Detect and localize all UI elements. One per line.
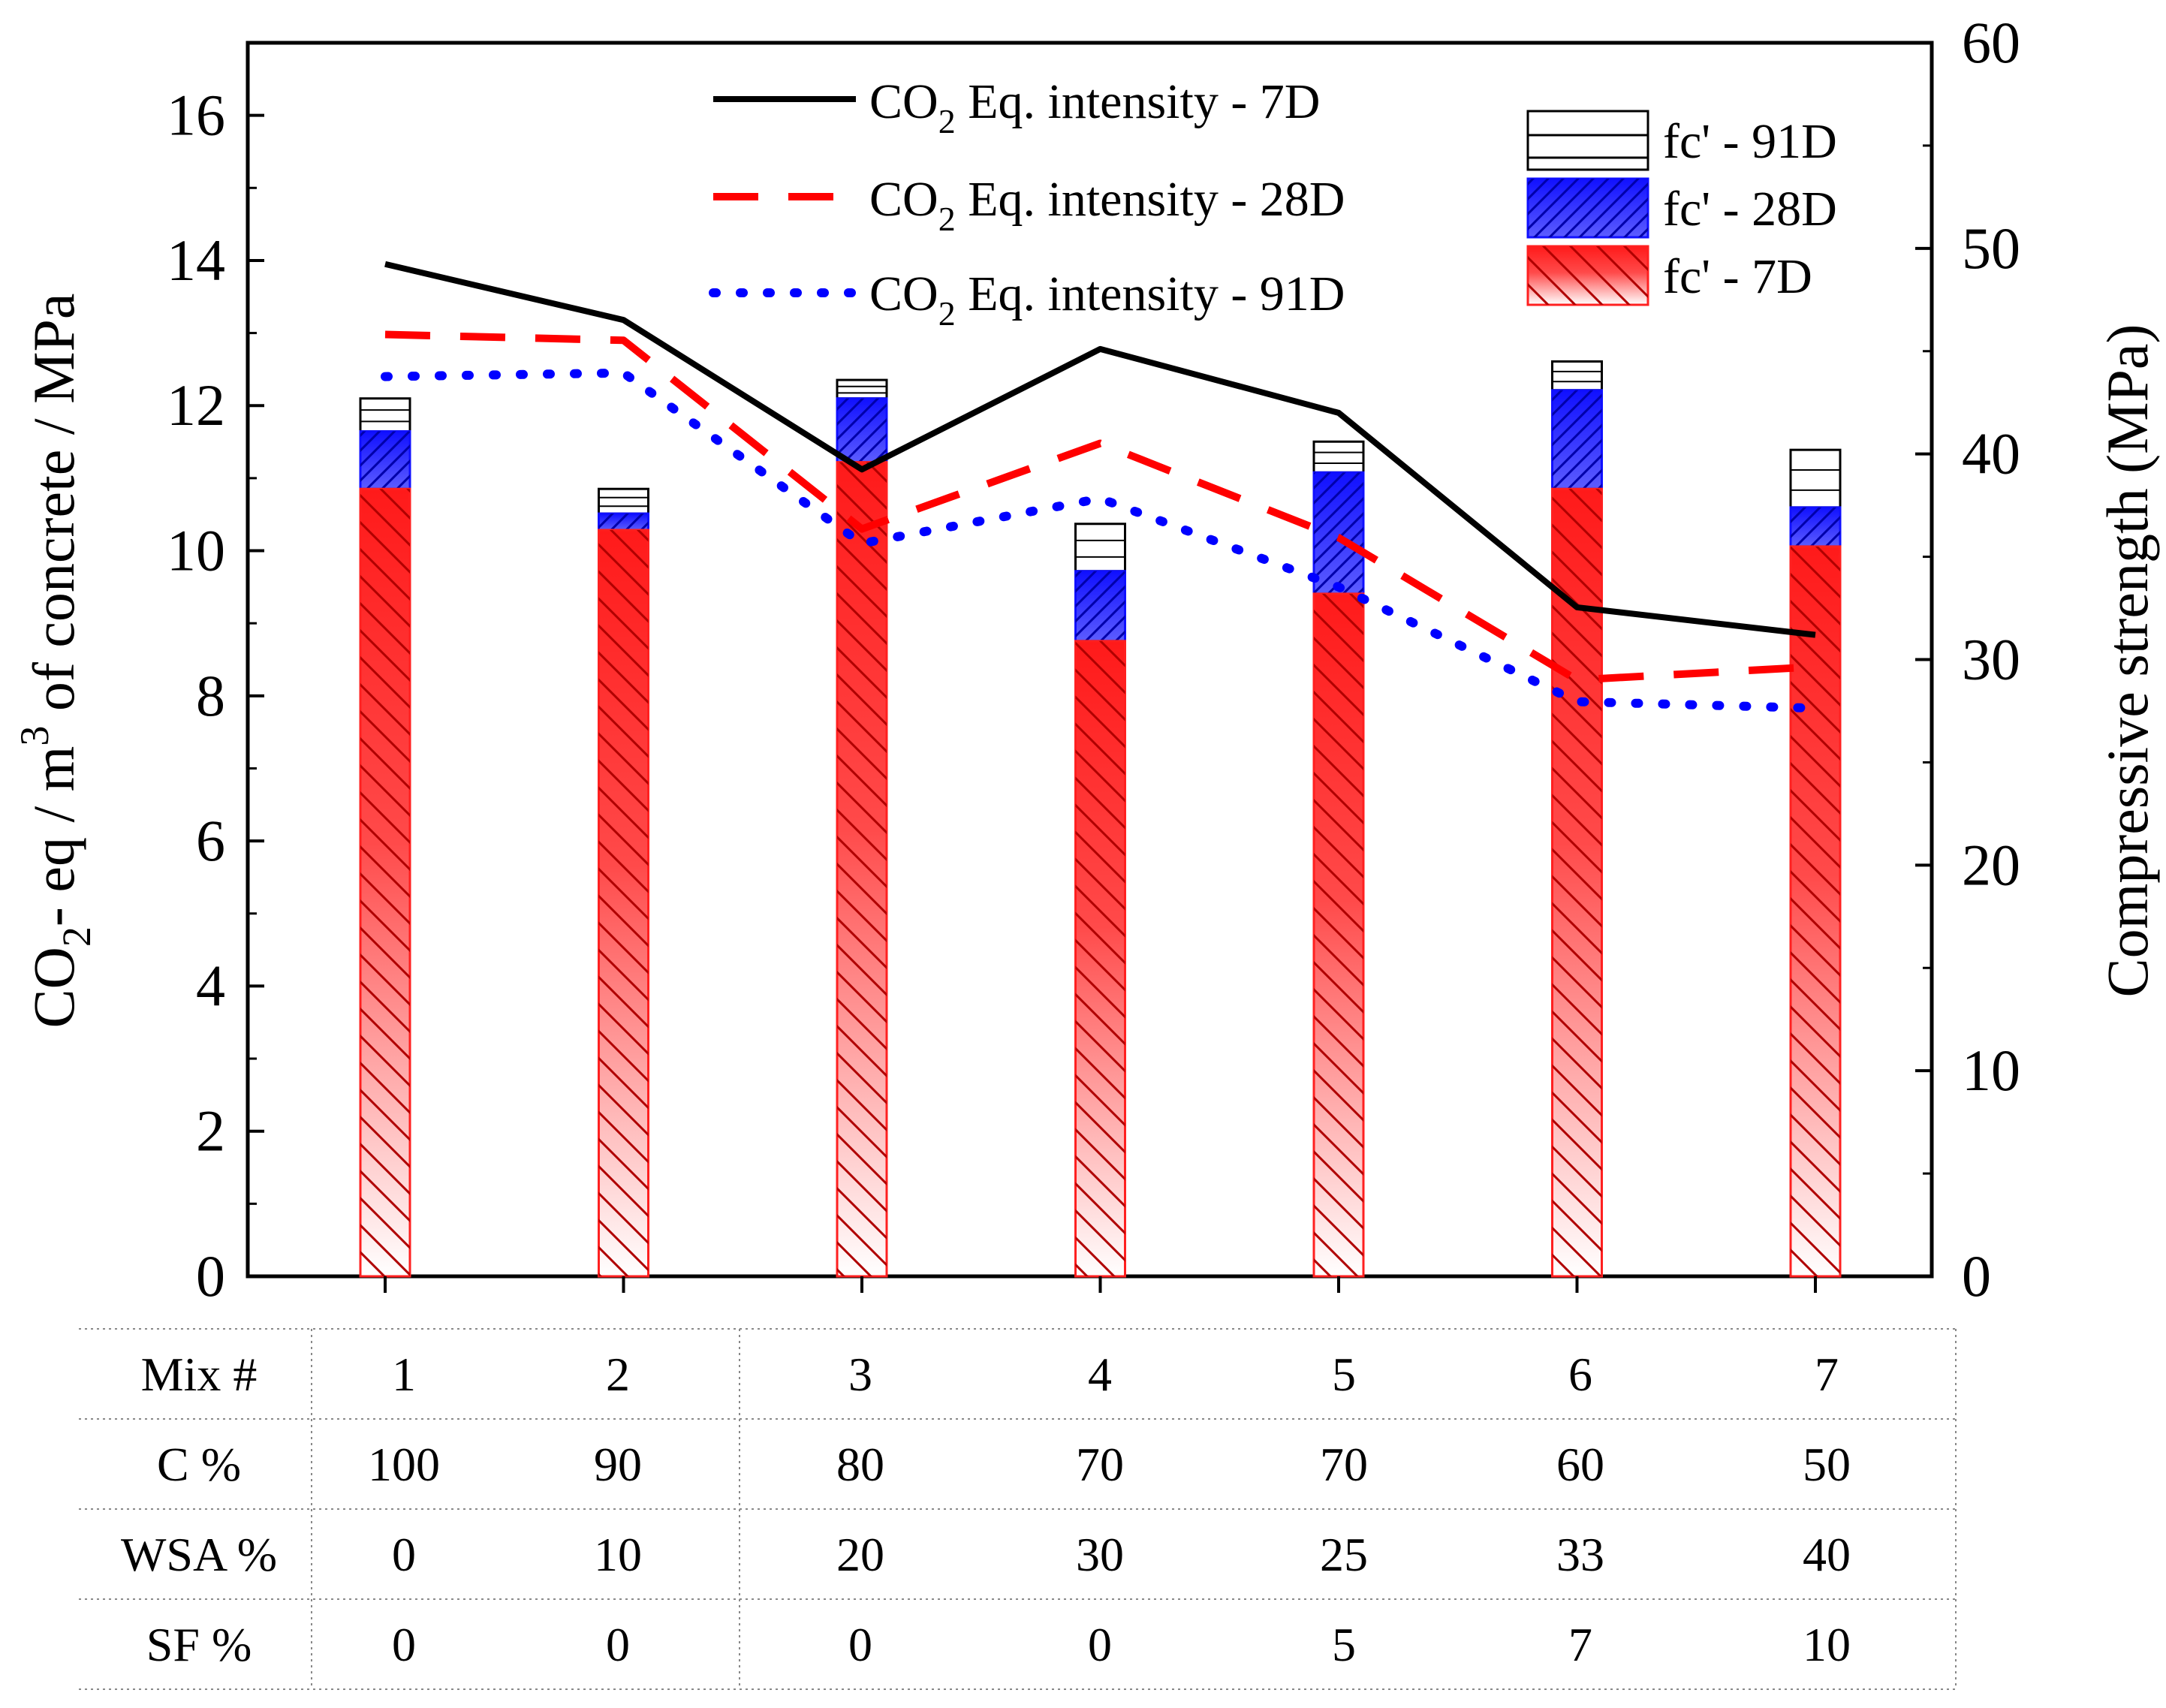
table-header: SF % xyxy=(146,1618,252,1671)
table-cell: 60 xyxy=(1556,1438,1604,1491)
axes-layer: 0 2 4 6 8 10 12 14 16 0 10 20 30 40 50 60 xyxy=(167,10,2020,1309)
table-cell: 6 xyxy=(1568,1348,1592,1401)
bar-fc91-4 xyxy=(1074,523,1126,573)
y-left-tick-label: 6 xyxy=(196,808,225,873)
bar-fc91-1 xyxy=(359,397,411,433)
table-cell: 0 xyxy=(606,1618,630,1671)
table-cell: 2 xyxy=(606,1348,630,1401)
legend-bars: fc' - 91D fc' - 28D fc' - 7D xyxy=(1526,110,1837,306)
table-cell: 1 xyxy=(392,1348,416,1401)
legend-swatch-fc91 xyxy=(1526,110,1649,171)
bars-layer xyxy=(359,360,1842,1278)
legend-label-fc28: fc' - 28D xyxy=(1663,182,1837,236)
table-cell: 70 xyxy=(1320,1438,1368,1491)
series-line-7d xyxy=(384,261,1816,638)
bar-fc91-2 xyxy=(598,487,649,515)
series-line-28d xyxy=(384,330,1816,684)
table-cell: 100 xyxy=(368,1438,440,1491)
legend-label-fc7: fc' - 7D xyxy=(1663,249,1812,304)
y-left-tick-label: 8 xyxy=(196,663,225,728)
table-cell: 7 xyxy=(1568,1618,1592,1671)
legend-label-28d: CO2 Eq. intensity - 28D xyxy=(869,172,1345,238)
table-cell: 10 xyxy=(594,1528,642,1581)
table-cell: 20 xyxy=(836,1528,884,1581)
table-cell: 33 xyxy=(1556,1528,1604,1581)
y-left-tick-label: 0 xyxy=(196,1243,225,1309)
table-cell: 4 xyxy=(1088,1348,1112,1401)
y-right-tick-label: 10 xyxy=(1962,1038,2020,1103)
series-line-91d xyxy=(381,368,1820,713)
y-right-tick-label: 20 xyxy=(1962,832,2020,897)
table-cell: 30 xyxy=(1076,1528,1124,1581)
table-cell: 0 xyxy=(392,1528,416,1581)
y-left-tick-label: 12 xyxy=(167,372,225,438)
y-right-tick-label: 0 xyxy=(1962,1243,1991,1309)
table-cell: 90 xyxy=(594,1438,642,1491)
y-right-tick-label: 50 xyxy=(1962,215,2020,281)
table-cell: 50 xyxy=(1803,1438,1851,1491)
table-header: Mix # xyxy=(141,1348,258,1401)
table-cell: 80 xyxy=(836,1438,884,1491)
table-cell: 70 xyxy=(1076,1438,1124,1491)
y-right-tick-label: 40 xyxy=(1962,421,2020,486)
table-cell: 0 xyxy=(392,1618,416,1671)
legend-label-fc91: fc' - 91D xyxy=(1663,114,1837,169)
y-right-tick-label: 60 xyxy=(1962,10,2020,75)
legend-lines: CO2 Eq. intensity - 7D CO2 Eq. intensity… xyxy=(709,74,1345,333)
table-cell: 25 xyxy=(1320,1528,1368,1581)
lines-layer xyxy=(381,261,1820,713)
bar-fc91-7 xyxy=(1789,448,1842,509)
y-right-tick-label: 30 xyxy=(1962,627,2020,692)
y-left-tick-label: 14 xyxy=(167,227,225,293)
bar-fc91-5 xyxy=(1312,440,1365,474)
legend-label-91d: CO2 Eq. intensity - 91D xyxy=(869,267,1345,333)
table-header: WSA % xyxy=(121,1528,277,1581)
y-axis-right-title: Compressive strength (MPa) xyxy=(2095,324,2160,998)
table-cell: 40 xyxy=(1803,1528,1851,1581)
table-header: C % xyxy=(157,1438,241,1491)
y-left-tick-label: 2 xyxy=(196,1098,225,1164)
table-cell: 0 xyxy=(848,1618,872,1671)
y-axis-left-title: CO2- eq / m3 of concrete / MPa xyxy=(12,294,99,1029)
table-cell: 3 xyxy=(848,1348,872,1401)
y-left-tick-label: 16 xyxy=(167,83,225,148)
bar-fc91-3 xyxy=(836,378,888,400)
table-cell: 5 xyxy=(1332,1348,1356,1401)
table-cell: 7 xyxy=(1815,1348,1839,1401)
table-cell: 10 xyxy=(1803,1618,1851,1671)
bar-fc91-6 xyxy=(1551,360,1603,392)
table-cell: 0 xyxy=(1088,1618,1112,1671)
y-left-tick-label: 10 xyxy=(167,518,225,583)
y-left-tick-label: 4 xyxy=(196,953,225,1018)
table-cell: 5 xyxy=(1332,1618,1356,1671)
legend-label-7d: CO2 Eq. intensity - 7D xyxy=(869,74,1320,140)
